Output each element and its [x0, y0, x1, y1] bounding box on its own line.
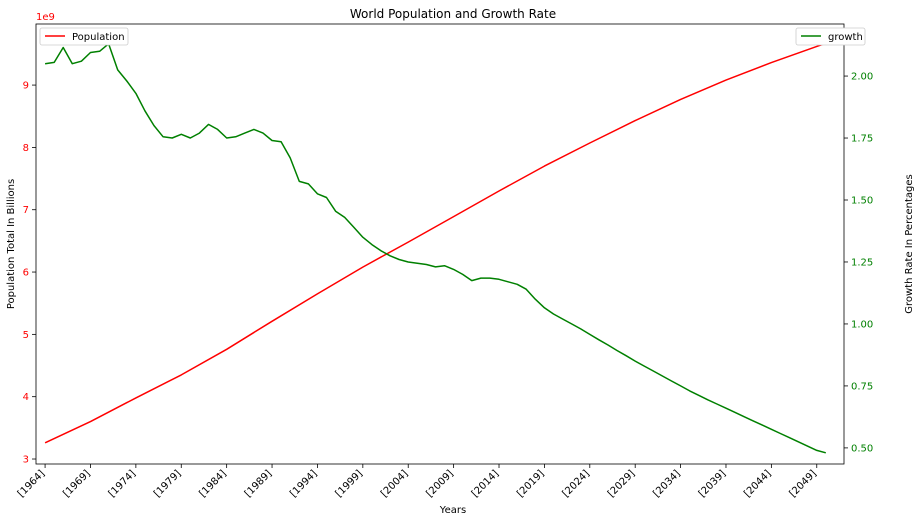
- x-tick-label: [2049]: [788, 468, 819, 499]
- x-tick-label: [2029]: [606, 468, 637, 499]
- left-y-tick-label: 4: [23, 392, 29, 403]
- x-tick-label: [1969]: [61, 468, 92, 499]
- x-tick-label: [1989]: [243, 468, 274, 499]
- plot-area: [35, 23, 845, 465]
- left-y-tick-label: 7: [23, 205, 29, 216]
- x-tick-label: [2004]: [379, 468, 410, 499]
- right-y-axis: 0.50 0.75 1.00 1.25 1.50 1.75 2.00: [844, 72, 873, 454]
- legend-growth: growth: [795, 27, 866, 46]
- x-tick-label: [2019]: [515, 468, 546, 499]
- x-tick-label: [1974]: [107, 468, 138, 499]
- left-y-tick-label: 8: [23, 143, 29, 154]
- chart-title: World Population and Growth Rate: [350, 7, 556, 21]
- left-y-tick-label: 9: [23, 81, 29, 92]
- x-axis-title: Years: [439, 505, 466, 516]
- right-y-tick-label: 2.00: [851, 72, 873, 83]
- x-tick-label: [1964]: [16, 468, 47, 499]
- x-tick-label: [1984]: [197, 468, 228, 499]
- x-tick-label: [1999]: [334, 468, 365, 499]
- x-tick-label: [2034]: [651, 468, 682, 499]
- left-y-tick-label: 5: [23, 330, 29, 341]
- series-layer: [44, 42, 827, 454]
- left-axis-title: Population Total In Billions: [6, 179, 17, 309]
- legend-population-box: [39, 27, 129, 46]
- x-tick-label: [2039]: [697, 468, 728, 499]
- legend-population-label: Population: [72, 32, 125, 43]
- legend-growth-label: growth: [828, 32, 863, 43]
- series-line-population: [44, 42, 827, 444]
- x-tick-label: [1994]: [288, 468, 319, 499]
- series-line-growth: [44, 43, 826, 454]
- left-y-axis: 3 4 5 6 7 8 9: [23, 81, 36, 466]
- right-y-tick-label: 1.50: [851, 196, 873, 207]
- right-y-tick-label: 1.00: [851, 319, 873, 330]
- x-tick-label: [2024]: [561, 468, 592, 499]
- legend-population: Population: [39, 27, 129, 46]
- right-y-tick-label: 0.75: [851, 381, 873, 392]
- right-y-tick-label: 1.75: [851, 134, 873, 145]
- right-y-tick-label: 1.25: [851, 257, 873, 268]
- x-tick-label: [2009]: [424, 468, 455, 499]
- right-axis-title: Growth Rate In Percentages: [904, 174, 915, 313]
- right-y-tick-label: 0.50: [851, 443, 873, 454]
- x-tick-label: [1979]: [152, 468, 183, 499]
- left-y-tick-label: 3: [23, 455, 29, 466]
- legend-growth-box: [795, 27, 866, 46]
- x-tick-label: [2044]: [742, 468, 773, 499]
- x-axis: [1964] [1969] [1974] [1979] [1984] [1989] [199…: [16, 464, 819, 500]
- left-axis-offset-label: 1e9: [36, 12, 55, 23]
- x-tick-label: [2014]: [470, 468, 501, 499]
- left-y-tick-label: 6: [23, 268, 29, 279]
